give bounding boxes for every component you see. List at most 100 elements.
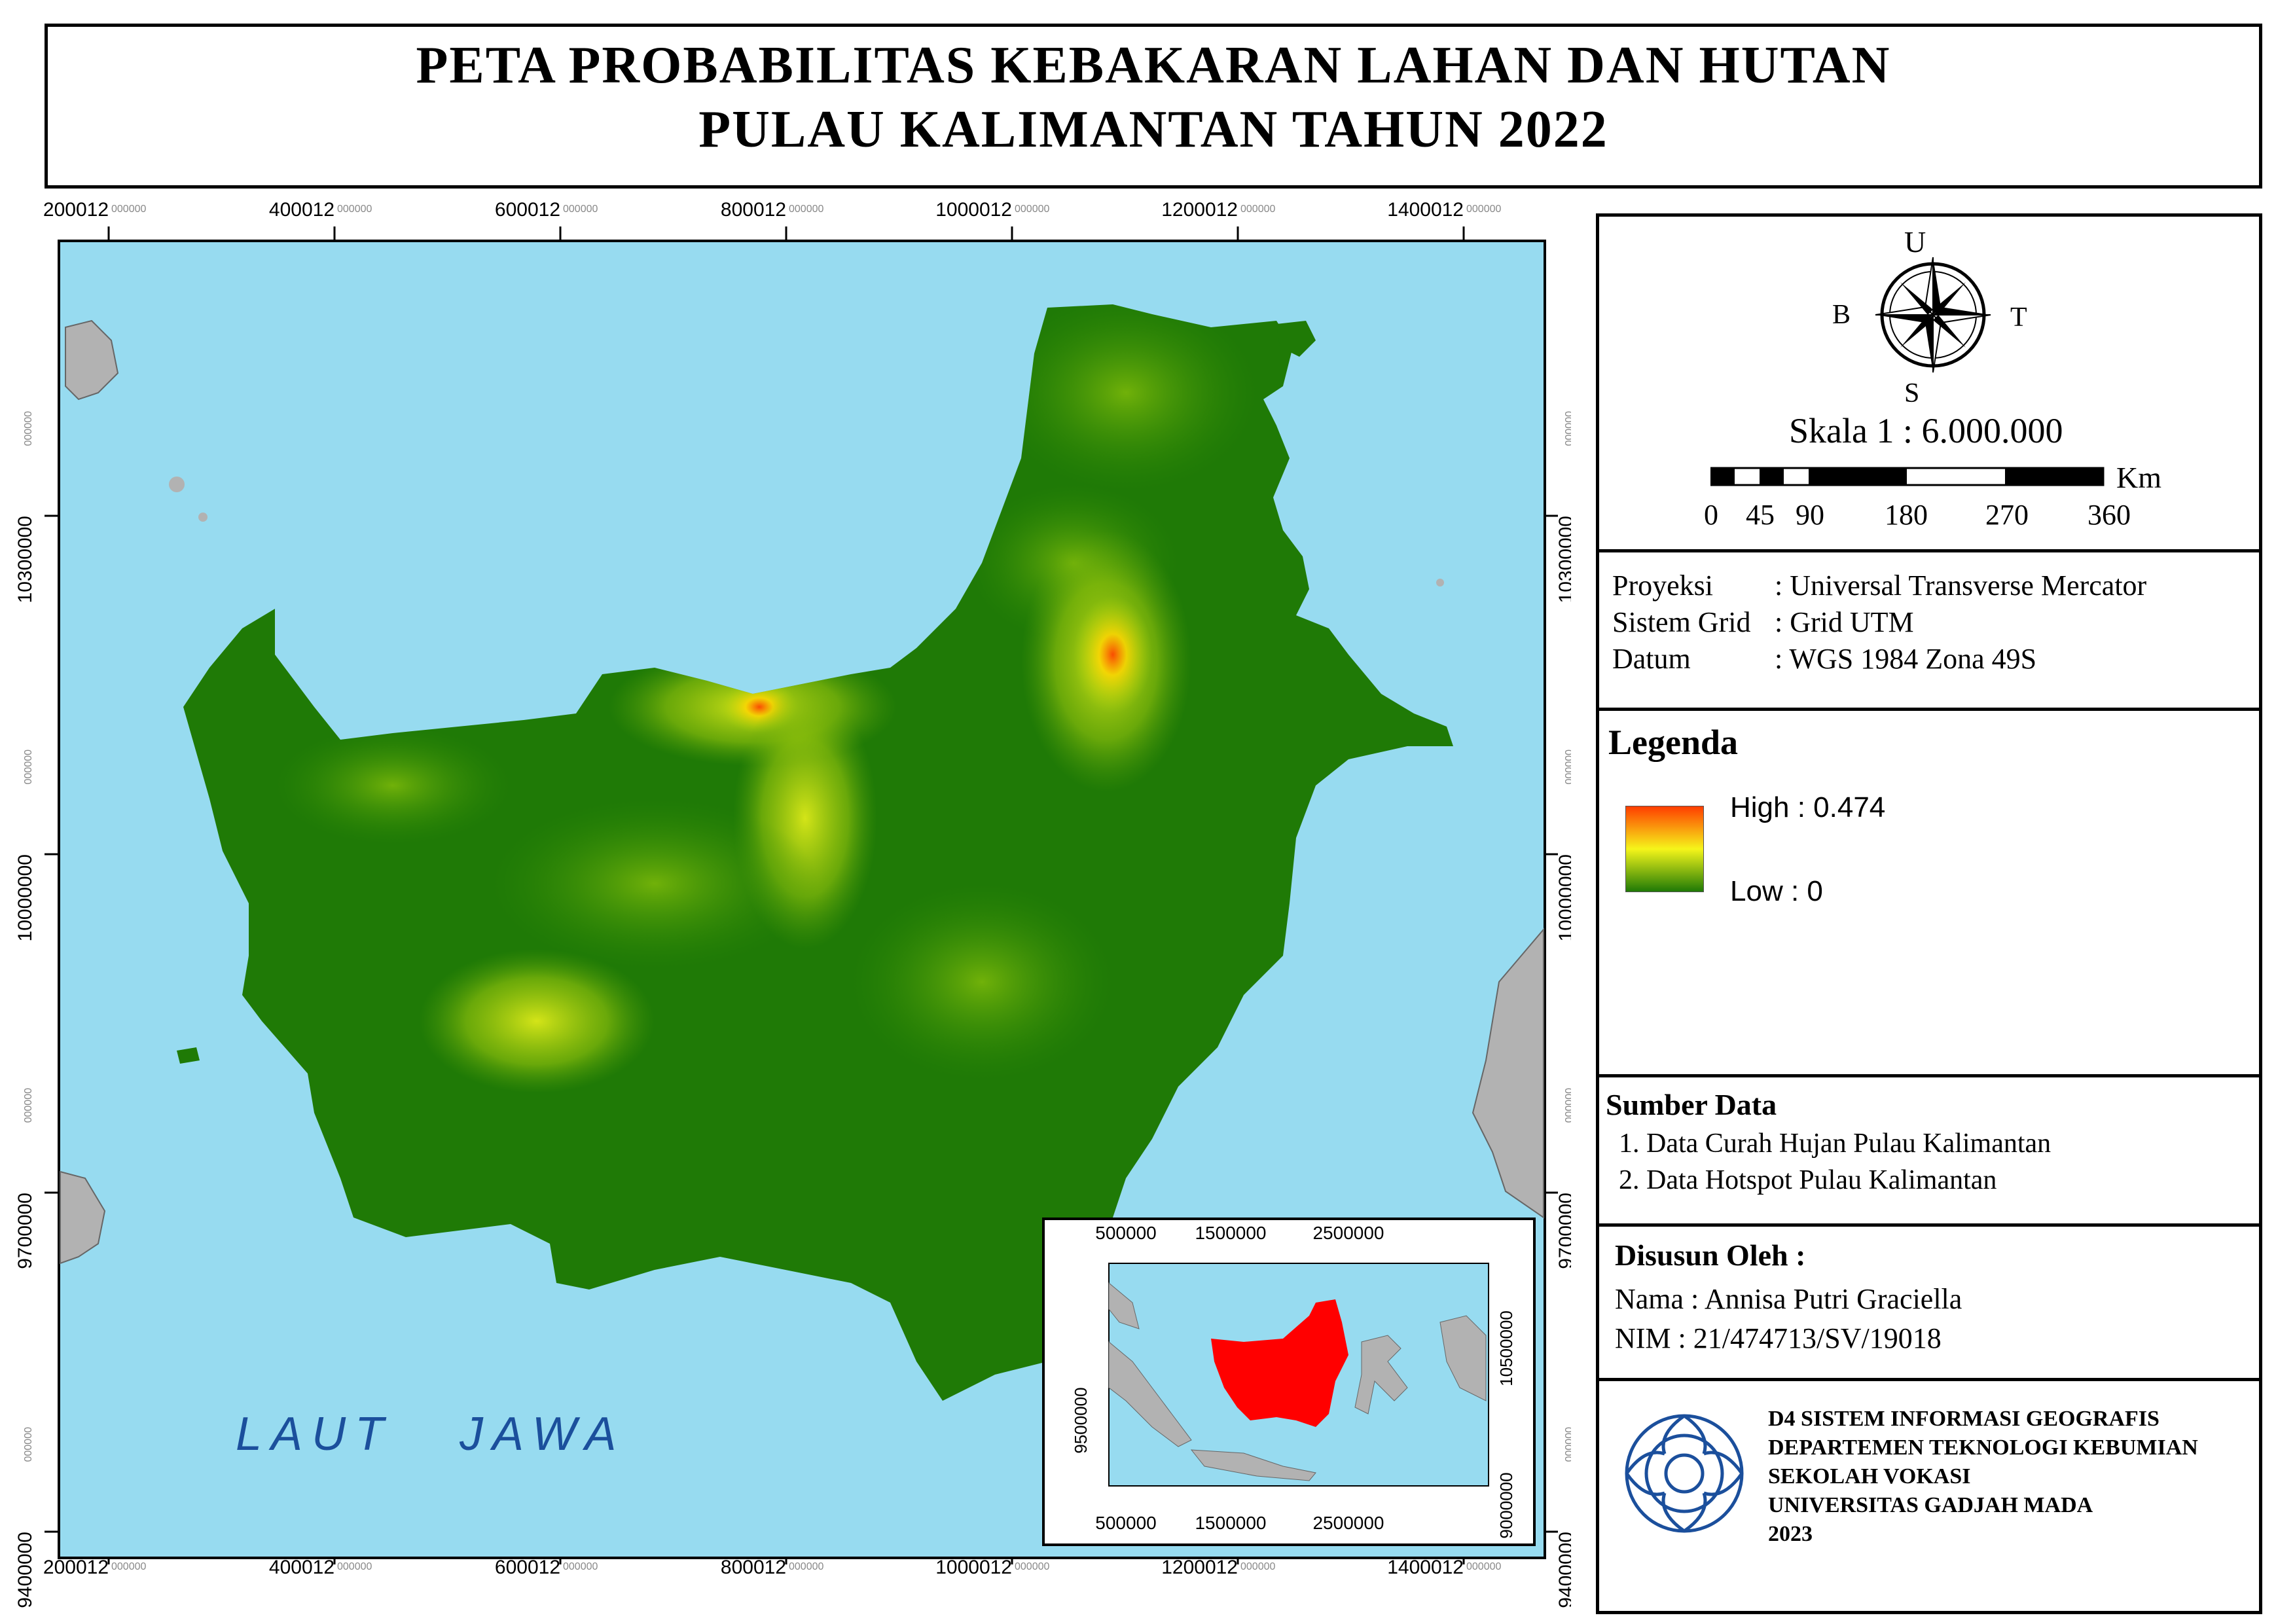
inset-y-tick-label: 9000000 bbox=[1496, 1472, 1516, 1538]
inset-land-sulawesi bbox=[1354, 1335, 1408, 1415]
divider bbox=[1599, 1074, 2259, 1077]
y-tick-label: 9400000 bbox=[1555, 1532, 1571, 1608]
north-label-u: U bbox=[1904, 225, 1926, 259]
institution-line: 2023 bbox=[1768, 1522, 1813, 1546]
neighbor-land-southwest bbox=[60, 1170, 106, 1265]
y-tick-sublabel: 000000 bbox=[1564, 1427, 1571, 1462]
x-tick-label: 200012 bbox=[43, 199, 109, 221]
inset-land-malaya bbox=[1108, 1282, 1140, 1329]
scale-label-90: 90 bbox=[1796, 499, 1824, 531]
x-tick-sublabel: 000000 bbox=[563, 1561, 598, 1572]
x-tick-label: 1000012 bbox=[935, 199, 1012, 221]
north-label-t: T bbox=[2010, 302, 2027, 333]
map-title-line-2: PULAU KALIMANTAN TAHUN 2022 bbox=[698, 101, 1608, 158]
projection-value: : Universal Transverse Mercator bbox=[1775, 569, 2147, 602]
north-arrow bbox=[1875, 257, 1991, 373]
side-panel: U B T S Skala 1 : 6.000.000 Km 0 45 90 1… bbox=[1596, 213, 2262, 1614]
x-tick-label: 600012 bbox=[495, 199, 560, 221]
datum-value: : WGS 1984 Zona 49S bbox=[1775, 643, 2037, 675]
inset-land-sumatra bbox=[1108, 1341, 1192, 1447]
sea-label: LAUT JAWA bbox=[236, 1408, 625, 1460]
y-axis-ticks: 10300000 000000 10300000 000000 10000000 0000… bbox=[14, 411, 1571, 1608]
x-tick-label: 1000012 bbox=[935, 1557, 1012, 1578]
inset-y-tick-label: 10500000 bbox=[1496, 1310, 1516, 1386]
y-tick-sublabel: 000000 bbox=[1564, 1088, 1571, 1123]
x-tick-label: 800012 bbox=[721, 199, 786, 221]
x-tick-sublabel: 000000 bbox=[1240, 204, 1275, 215]
small-island bbox=[169, 477, 185, 492]
author-nim: NIM : 21/474713/SV/19018 bbox=[1615, 1322, 1942, 1354]
legend-color-ramp bbox=[1625, 806, 1704, 892]
ugm-logo bbox=[1625, 1414, 1744, 1533]
inset-x-tick-label: 1500000 bbox=[1195, 1513, 1266, 1533]
inset-x-tick-label: 1500000 bbox=[1195, 1223, 1266, 1243]
institution-line: UNIVERSITAS GADJAH MADA bbox=[1768, 1493, 2093, 1517]
x-tick-sublabel: 000000 bbox=[111, 1561, 146, 1572]
divider bbox=[1599, 1223, 2259, 1227]
datum-label: Datum bbox=[1612, 643, 1691, 675]
x-tick-sublabel: 000000 bbox=[1015, 204, 1049, 215]
inset-land-java bbox=[1190, 1449, 1316, 1481]
x-tick-label: 1400012 bbox=[1387, 199, 1464, 221]
x-tick-sublabel: 000000 bbox=[1015, 1561, 1049, 1572]
source-item: 1. Data Curah Hujan Pulau Kalimantan bbox=[1619, 1128, 2051, 1159]
inset-x-tick-label: 2500000 bbox=[1312, 1513, 1384, 1533]
x-tick-label: 400012 bbox=[269, 199, 334, 221]
scale-unit: Km bbox=[2116, 461, 2161, 494]
neighbor-island-northwest bbox=[65, 319, 119, 401]
divider bbox=[1599, 708, 2259, 711]
projection-label: Proyeksi bbox=[1612, 569, 1713, 602]
north-label-s: S bbox=[1904, 378, 1920, 408]
x-tick-sublabel: 000000 bbox=[789, 1561, 823, 1572]
x-tick-sublabel: 000000 bbox=[1240, 1561, 1275, 1572]
scale-bar bbox=[1710, 467, 2105, 486]
institution-line: SEKOLAH VOKASI bbox=[1768, 1464, 1971, 1489]
x-tick-sublabel: 000000 bbox=[337, 204, 372, 215]
legend-high-label: High : 0.474 bbox=[1730, 791, 1886, 823]
x-tick-label: 1200012 bbox=[1161, 199, 1238, 221]
small-island bbox=[1436, 579, 1444, 586]
y-tick-sublabel: 000000 bbox=[23, 1088, 34, 1123]
map-title-line-1: PETA PROBABILITAS KEBAKARAN LAHAN DAN HU… bbox=[416, 37, 1891, 94]
y-tick-label: 9700000 bbox=[14, 1193, 36, 1269]
y-tick-sublabel: 000000 bbox=[23, 749, 34, 784]
x-tick-sublabel: 000000 bbox=[337, 1561, 372, 1572]
north-label-b: B bbox=[1832, 300, 1851, 330]
inset-x-tick-label: 2500000 bbox=[1312, 1223, 1384, 1243]
x-tick-label: 800012 bbox=[721, 1557, 786, 1578]
y-tick-label: 9400000 bbox=[14, 1532, 36, 1608]
scale-label-270: 270 bbox=[1985, 499, 2029, 531]
x-tick-sublabel: 000000 bbox=[111, 204, 146, 215]
title-box: PETA PROBABILITAS KEBAKARAN LAHAN DAN HU… bbox=[45, 24, 2262, 189]
legend-title: Legenda bbox=[1608, 723, 1739, 762]
inset-y-tick-label: 9500000 bbox=[1071, 1387, 1091, 1453]
y-tick-sublabel: 000000 bbox=[1564, 749, 1571, 784]
x-tick-sublabel: 000000 bbox=[1466, 1561, 1501, 1572]
author-name: Nama : Annisa Putri Graciella bbox=[1615, 1283, 1962, 1315]
y-tick-sublabel: 000000 bbox=[23, 1427, 34, 1462]
inset-map: 500000 500000 1500000 1500000 2500000 2500000… bbox=[1042, 1218, 1536, 1546]
x-tick-label: 600012 bbox=[495, 1557, 560, 1578]
scale-label-180: 180 bbox=[1885, 499, 1928, 531]
inset-land-east bbox=[1439, 1315, 1487, 1401]
source-item: 2. Data Hotspot Pulau Kalimantan bbox=[1619, 1165, 1997, 1195]
author-title: Disusun Oleh : bbox=[1615, 1238, 1806, 1272]
sources-title: Sumber Data bbox=[1606, 1088, 1777, 1121]
scale-text: Skala 1 : 6.000.000 bbox=[1789, 411, 2063, 450]
y-tick-label: 10300000 bbox=[1555, 516, 1571, 603]
legend-low-label: Low : 0 bbox=[1730, 875, 1823, 907]
y-tick-label: 9700000 bbox=[1555, 1193, 1571, 1269]
grid-system-label: Sistem Grid bbox=[1612, 606, 1751, 638]
divider bbox=[1599, 1378, 2259, 1381]
y-tick-sublabel: 000000 bbox=[1564, 411, 1571, 446]
y-tick-sublabel: 000000 bbox=[23, 411, 34, 446]
x-tick-label: 1200012 bbox=[1161, 1557, 1238, 1578]
x-tick-label: 200012 bbox=[43, 1557, 109, 1578]
inset-kalimantan-highlight bbox=[1211, 1299, 1348, 1427]
y-tick-label: 10000000 bbox=[1555, 854, 1571, 941]
y-tick-label: 10000000 bbox=[14, 854, 36, 941]
scale-label-0: 0 bbox=[1704, 499, 1718, 531]
institution-line: D4 SISTEM INFORMASI GEOGRAFIS bbox=[1768, 1407, 2159, 1431]
grid-system-value: : Grid UTM bbox=[1775, 606, 1914, 638]
